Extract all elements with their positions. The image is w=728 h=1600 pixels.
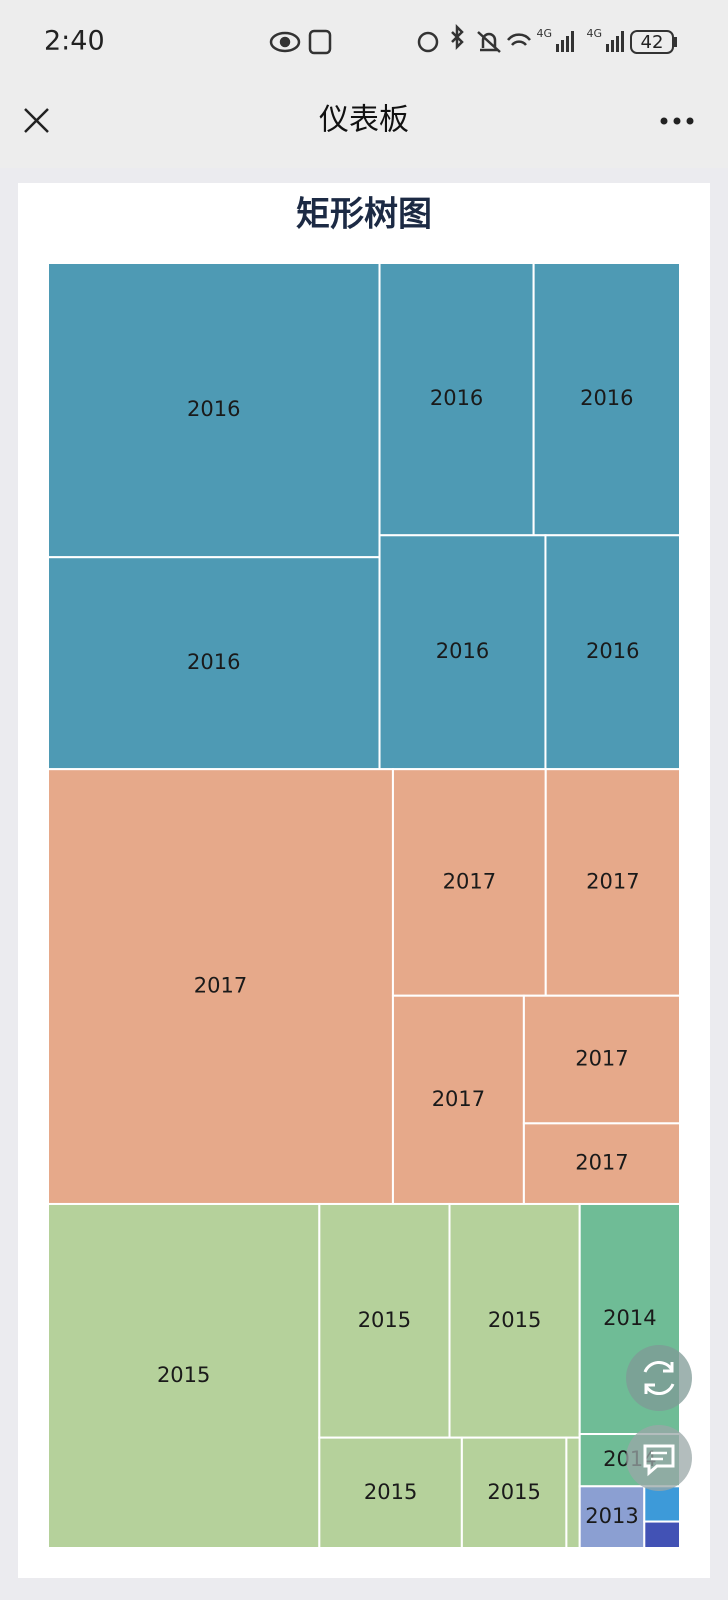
treemap-cell [318,1436,463,1549]
treemap-cell [522,994,682,1125]
cell-label: 2015 [364,1480,417,1504]
cell-label: 2015 [487,1480,540,1504]
treemap-group: 2015 2015 2015 2015 2015 [47,1202,581,1550]
cell-label: 2017 [432,1087,485,1111]
treemap-cell [378,262,535,537]
treemap-group: 2013 [578,1485,646,1549]
status-icons [269,23,531,55]
treemap-cell [47,1202,321,1550]
cell-label: 2016 [580,386,633,410]
cell-label: 2015 [488,1308,541,1332]
status-time: 2:40 [44,26,105,57]
treemap-cell [643,1485,681,1523]
battery [630,30,674,54]
treemap-cell [391,768,547,997]
battery-tip [674,37,677,47]
refresh-button[interactable] [626,1345,692,1411]
treemap-cell [578,1485,646,1549]
treemap-cell [448,1202,581,1439]
treemap-cell [378,534,547,771]
treemap-cell [318,1202,451,1439]
header-title: 仪表板 [319,103,409,138]
top-bar [0,0,728,168]
cell-label: 2017 [575,1047,628,1071]
treemap-cell [565,1436,581,1549]
signal-bars [556,31,624,52]
more-button[interactable] [660,117,694,125]
treemap-group [643,1520,681,1549]
network-label: 4G [536,27,552,40]
network-label: 4G [586,27,602,40]
treemap-cell [47,768,394,1205]
cell-label: 2017 [586,869,639,893]
treemap-group [643,1485,681,1523]
battery-level: 42 [641,32,664,53]
treemap-group: 2016 2016 2016 2016 2016 2016 [47,262,682,771]
cell-label: 2016 [187,650,240,674]
cell-label: 2017 [575,1151,628,1175]
treemap-cell [544,534,682,771]
cell-label: 2015 [358,1308,411,1332]
treemap-group: 2017 2017 2017 2017 2017 2017 [47,768,682,1205]
treemap-cell [544,768,682,997]
cell-label: 2015 [157,1363,210,1387]
treemap-cell [643,1520,681,1549]
treemap-cell [532,262,682,537]
cell-label: 2016 [436,639,489,663]
treemap-cell [522,1122,682,1205]
close-button[interactable] [24,108,49,133]
chart-title: 矩形树图 [296,195,432,235]
cell-label: 2017 [443,869,496,893]
treemap-cell [391,994,525,1205]
cell-label: 2014 [603,1306,656,1330]
cell-label: 2017 [194,974,247,998]
comment-button[interactable] [626,1425,692,1491]
cell-label: 2013 [585,1504,638,1528]
cell-label: 2016 [187,397,240,421]
cell-label: 2016 [430,386,483,410]
cell-label: 2016 [586,639,639,663]
